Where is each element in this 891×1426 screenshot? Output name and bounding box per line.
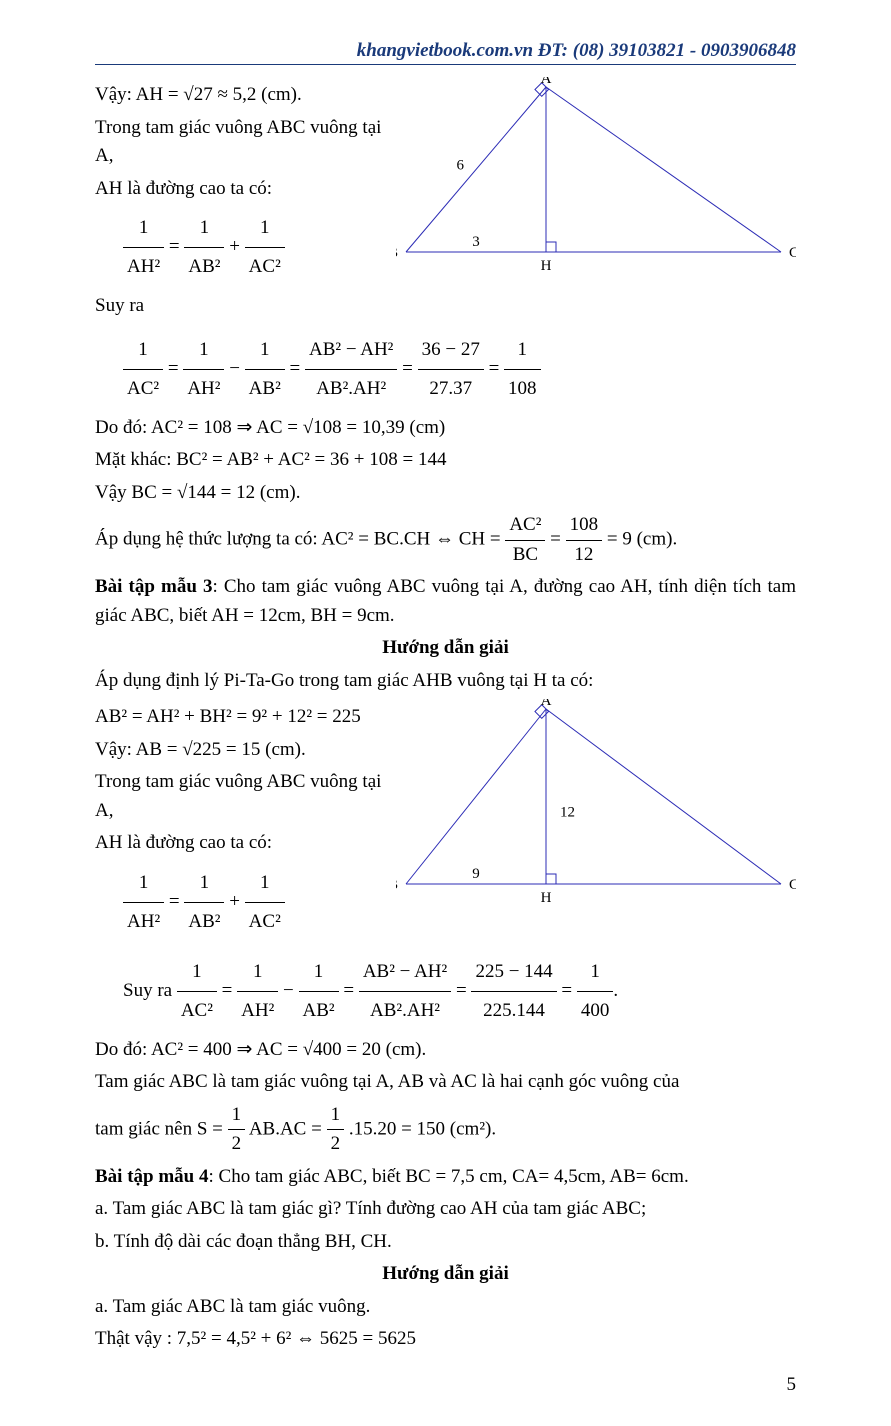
line-ab2: AB² = AH² + BH² = 9² + 12² = 225 [95,703,386,732]
svg-text:H: H [541,890,552,906]
line-trong1b: AH là đường cao ta có: [95,175,386,204]
page-header: khangvietbook.com.vn ĐT: (08) 39103821 -… [95,40,796,65]
svg-text:6: 6 [457,158,465,174]
line-vay-ah: Vậy: AH = √27 ≈ 5,2 (cm). [95,81,386,110]
line-matkhac: Mặt khác: BC² = AB² + AC² = 36 + 108 = 1… [95,446,796,475]
line-trong2a: Trong tam giác vuông ABC vuông tại A, [95,768,386,825]
text-s-tail: .15.20 = 150 (cm²). [349,1118,496,1139]
btm4-a: a. Tam giác ABC là tam giác gì? Tính đườ… [95,1195,796,1224]
text-suyra2: Suy ra [123,979,177,1000]
svg-text:C: C [789,245,796,261]
btm4-title: Bài tập mẫu 4 [95,1166,209,1187]
svg-text:C: C [789,877,796,893]
eq-inverse-ac-2: Suy ra 1AC² = 1AH² − 1AB² = AB² − AH²AB²… [123,953,796,1030]
line-tamgiac: Tam giác ABC là tam giác vuông tại A, AB… [95,1068,796,1097]
page-number: 5 [95,1374,796,1396]
line-a-ans: a. Tam giác ABC là tam giác vuông. [95,1293,796,1322]
eq-inverse-ac: 1AC² = 1AH² − 1AB² = AB² − AH²AB².AH² = … [123,331,796,408]
line-vay-bc: Vậy BC = √144 = 12 (cm). [95,479,796,508]
btm4-body: : Cho tam giác ABC, biết BC = 7,5 cm, CA… [209,1166,689,1187]
line-apdung-pitago: Áp dụng định lý Pi-Ta-Go trong tam giác … [95,667,796,696]
eq-inverse-altitude-2: 1AH² = 1AB² + 1AC² [123,864,386,941]
svg-text:12: 12 [560,805,575,821]
text-apdung-pre: Áp dụng hệ thức lượng ta có: AC² = BC.CH… [95,528,505,549]
svg-text:H: H [541,258,552,274]
svg-text:A: A [541,77,552,87]
svg-text:B: B [396,245,398,261]
line-vay-ab: Vậy: AB = √225 = 15 (cm). [95,736,386,765]
eq-inverse-altitude-1: 1AH² = 1AB² + 1AC² [123,209,386,286]
svg-text:3: 3 [472,234,480,250]
svg-text:9: 9 [472,866,480,882]
line-trong2b: AH là đường cao ta có: [95,829,386,858]
text-s-mid: AB.AC = [249,1118,327,1139]
svg-text:A: A [541,699,552,709]
line-tamgiac2: tam giác nên S = 12 AB.AC = 12 .15.20 = … [95,1101,796,1159]
line-apdung-ch: Áp dụng hệ thức lượng ta có: AC² = BC.CH… [95,511,796,569]
line-thatvay: Thật vậy : 7,5² = 4,5² + 6² ⇔ 5625 = 562… [95,1325,796,1354]
hdg-1: Hướng dẫn giải [95,634,796,663]
triangle-diagram-1: A B C H 6 3 [396,77,796,277]
btm4: Bài tập mẫu 4: Cho tam giác ABC, biết BC… [95,1163,796,1192]
line-dodo2: Do đó: AC² = 400 ⇒ AC = √400 = 20 (cm). [95,1036,796,1065]
line-suyra: Suy ra [95,292,386,321]
btm3-title: Bài tập mẫu 3 [95,576,213,597]
line-dodo1: Do đó: AC² = 108 ⇒ AC = √108 = 10,39 (cm… [95,414,796,443]
text-tamgiac2-pre: tam giác nên S = [95,1118,228,1139]
svg-text:B: B [396,877,398,893]
line-trong1a: Trong tam giác vuông ABC vuông tại A, [95,114,386,171]
btm3: Bài tập mẫu 3: Cho tam giác vuông ABC vu… [95,573,796,630]
text-ch-tail: = 9 (cm). [607,528,677,549]
btm4-b: b. Tính độ dài các đoạn thẳng BH, CH. [95,1228,796,1257]
hdg-2: Hướng dẫn giải [95,1260,796,1289]
triangle-diagram-2: A B C H 9 12 [396,699,796,909]
